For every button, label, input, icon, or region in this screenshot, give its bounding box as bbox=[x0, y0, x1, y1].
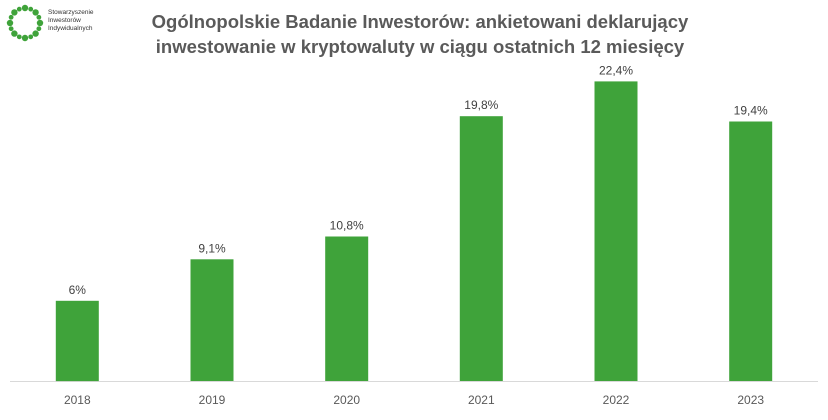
bar-2018 bbox=[55, 300, 99, 382]
logo-ring-icon bbox=[6, 4, 44, 42]
x-tick-label-2021: 2021 bbox=[468, 393, 495, 407]
x-tick-label-2019: 2019 bbox=[199, 393, 226, 407]
logo-line-2: Inwestorów bbox=[48, 17, 81, 24]
data-label-2019: 9,1% bbox=[198, 241, 226, 255]
chart-title-line-2: inwestowanie w kryptowaluty w ciągu osta… bbox=[155, 36, 685, 57]
logo: Stowarzyszenie Inwestorów Indywidualnych bbox=[4, 2, 114, 46]
bar-2023 bbox=[729, 121, 773, 381]
chart-title-line-1: Ogólnopolskie Badanie Inwestorów: ankiet… bbox=[151, 11, 689, 32]
logo-dot bbox=[21, 4, 29, 12]
logo-dot bbox=[36, 19, 44, 27]
bar-2022 bbox=[594, 81, 638, 382]
logo-dot bbox=[21, 34, 29, 42]
logo-dot bbox=[32, 30, 39, 37]
logo-dot bbox=[28, 34, 34, 40]
x-tick-label-2018: 2018 bbox=[64, 393, 91, 407]
bar-2019 bbox=[190, 259, 234, 381]
data-label-2022: 22,4% bbox=[599, 63, 633, 77]
logo-dot bbox=[36, 14, 42, 20]
logo-dot bbox=[11, 9, 18, 16]
bar-2021 bbox=[459, 116, 503, 381]
logo-dot bbox=[28, 6, 34, 12]
logo-dot bbox=[11, 30, 18, 37]
logo-dot bbox=[6, 19, 14, 27]
chart-title: Ogólnopolskie Badanie Inwestorów: ankiet… bbox=[110, 9, 730, 59]
data-label-2018: 6% bbox=[69, 283, 87, 297]
logo-dot bbox=[16, 6, 22, 12]
logo-dot bbox=[8, 26, 14, 32]
data-label-2021: 19,8% bbox=[464, 98, 498, 112]
x-tick-label-2023: 2023 bbox=[737, 393, 764, 407]
logo-dot bbox=[8, 14, 14, 20]
data-label-2023: 19,4% bbox=[734, 104, 768, 118]
x-tick-label-2022: 2022 bbox=[603, 393, 630, 407]
logo-dot bbox=[16, 34, 22, 40]
x-tick-label-2020: 2020 bbox=[333, 393, 360, 407]
logo-dot bbox=[36, 26, 42, 32]
logo-line-3: Indywidualnych bbox=[48, 25, 93, 32]
bar-2020 bbox=[325, 236, 369, 381]
data-label-2020: 10,8% bbox=[330, 219, 364, 233]
logo-dot bbox=[32, 9, 39, 16]
logo-text: Stowarzyszenie Inwestorów Indywidualnych bbox=[48, 9, 94, 33]
logo-line-1: Stowarzyszenie bbox=[48, 9, 94, 16]
